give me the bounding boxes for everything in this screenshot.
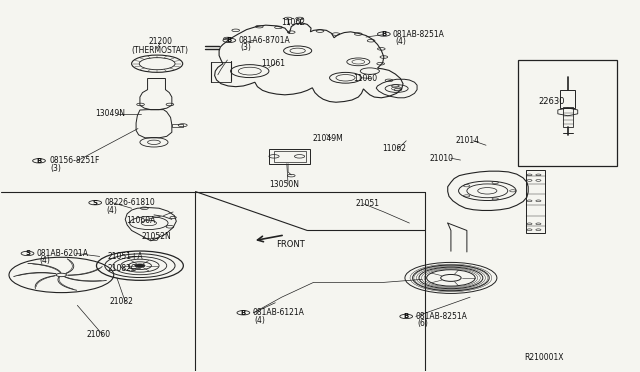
- Ellipse shape: [135, 264, 145, 267]
- Text: 21082C: 21082C: [108, 264, 137, 273]
- Text: (6): (6): [418, 320, 429, 328]
- Text: R210001X: R210001X: [524, 353, 564, 362]
- Text: 081AB-8251A: 081AB-8251A: [393, 29, 445, 39]
- Text: S: S: [93, 200, 98, 206]
- Text: 21051+A: 21051+A: [108, 252, 143, 261]
- Text: FRONT: FRONT: [276, 240, 305, 249]
- Text: 081AB-6121A: 081AB-6121A: [252, 308, 304, 317]
- Text: 081AB-8251A: 081AB-8251A: [415, 312, 467, 321]
- Text: 11062: 11062: [282, 18, 306, 27]
- Text: 13049N: 13049N: [95, 109, 125, 118]
- Text: 11062: 11062: [383, 144, 406, 153]
- Bar: [518, 60, 617, 166]
- Bar: [269, 149, 310, 164]
- Text: 11060A: 11060A: [127, 216, 156, 225]
- Text: S: S: [25, 250, 30, 256]
- Text: 21051: 21051: [355, 199, 379, 208]
- Text: (3): (3): [51, 164, 61, 173]
- Text: (4): (4): [39, 256, 50, 265]
- Text: 21082: 21082: [109, 297, 133, 306]
- Text: B: B: [227, 37, 232, 44]
- Text: 21052N: 21052N: [141, 231, 171, 241]
- Text: B: B: [381, 31, 387, 37]
- Text: (4): (4): [107, 206, 118, 215]
- Text: 08226-61810: 08226-61810: [104, 198, 155, 207]
- Text: B: B: [241, 310, 246, 316]
- Text: B: B: [404, 314, 409, 320]
- Text: (4): (4): [255, 316, 266, 325]
- Text: B: B: [36, 158, 42, 164]
- Text: 11060: 11060: [353, 74, 378, 83]
- Text: 21200: 21200: [149, 37, 173, 46]
- Text: 21014: 21014: [456, 136, 479, 145]
- Text: 22630: 22630: [538, 97, 565, 106]
- Text: (4): (4): [396, 37, 406, 46]
- Bar: [525, 170, 545, 234]
- Text: 13050N: 13050N: [269, 180, 299, 189]
- Bar: [560, 90, 575, 108]
- Text: 081AB-6201A: 081AB-6201A: [36, 249, 88, 258]
- Text: (3): (3): [240, 43, 251, 52]
- Text: 21049M: 21049M: [312, 134, 343, 143]
- Text: 081A6-8701A: 081A6-8701A: [238, 36, 290, 45]
- Text: 08156-8251F: 08156-8251F: [49, 156, 100, 165]
- Text: 21010: 21010: [430, 154, 454, 163]
- Bar: [563, 108, 573, 127]
- Text: 21060: 21060: [87, 330, 111, 340]
- Text: 11061: 11061: [261, 59, 285, 68]
- Text: (THERMOSTAT): (THERMOSTAT): [132, 46, 189, 55]
- Bar: [274, 151, 306, 161]
